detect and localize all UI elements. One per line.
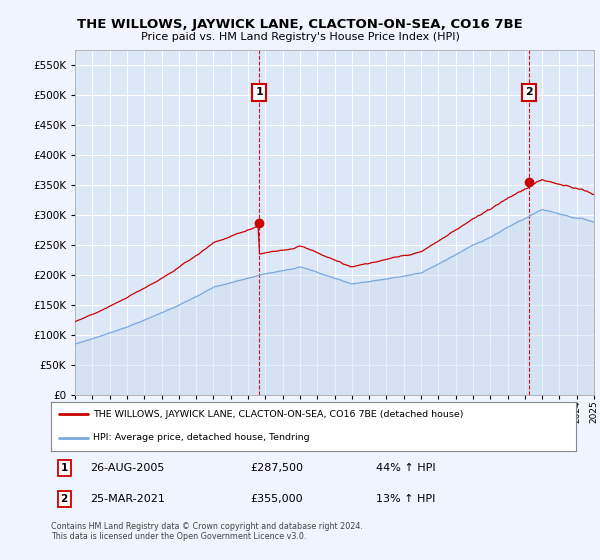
Text: 44% ↑ HPI: 44% ↑ HPI — [377, 464, 436, 473]
Text: 2: 2 — [525, 87, 533, 97]
Text: 26-AUG-2005: 26-AUG-2005 — [91, 464, 165, 473]
Text: Contains HM Land Registry data © Crown copyright and database right 2024.: Contains HM Land Registry data © Crown c… — [51, 522, 363, 531]
Text: 1: 1 — [61, 464, 68, 473]
Text: £287,500: £287,500 — [251, 464, 304, 473]
Text: THE WILLOWS, JAYWICK LANE, CLACTON-ON-SEA, CO16 7BE: THE WILLOWS, JAYWICK LANE, CLACTON-ON-SE… — [77, 18, 523, 31]
Text: THE WILLOWS, JAYWICK LANE, CLACTON-ON-SEA, CO16 7BE (detached house): THE WILLOWS, JAYWICK LANE, CLACTON-ON-SE… — [93, 410, 464, 419]
Text: This data is licensed under the Open Government Licence v3.0.: This data is licensed under the Open Gov… — [51, 532, 307, 541]
Text: Price paid vs. HM Land Registry's House Price Index (HPI): Price paid vs. HM Land Registry's House … — [140, 32, 460, 43]
Text: HPI: Average price, detached house, Tendring: HPI: Average price, detached house, Tend… — [93, 433, 310, 442]
Text: 25-MAR-2021: 25-MAR-2021 — [91, 494, 165, 503]
Text: 13% ↑ HPI: 13% ↑ HPI — [377, 494, 436, 503]
Text: 2: 2 — [61, 494, 68, 503]
Text: 1: 1 — [256, 87, 263, 97]
Text: £355,000: £355,000 — [251, 494, 303, 503]
